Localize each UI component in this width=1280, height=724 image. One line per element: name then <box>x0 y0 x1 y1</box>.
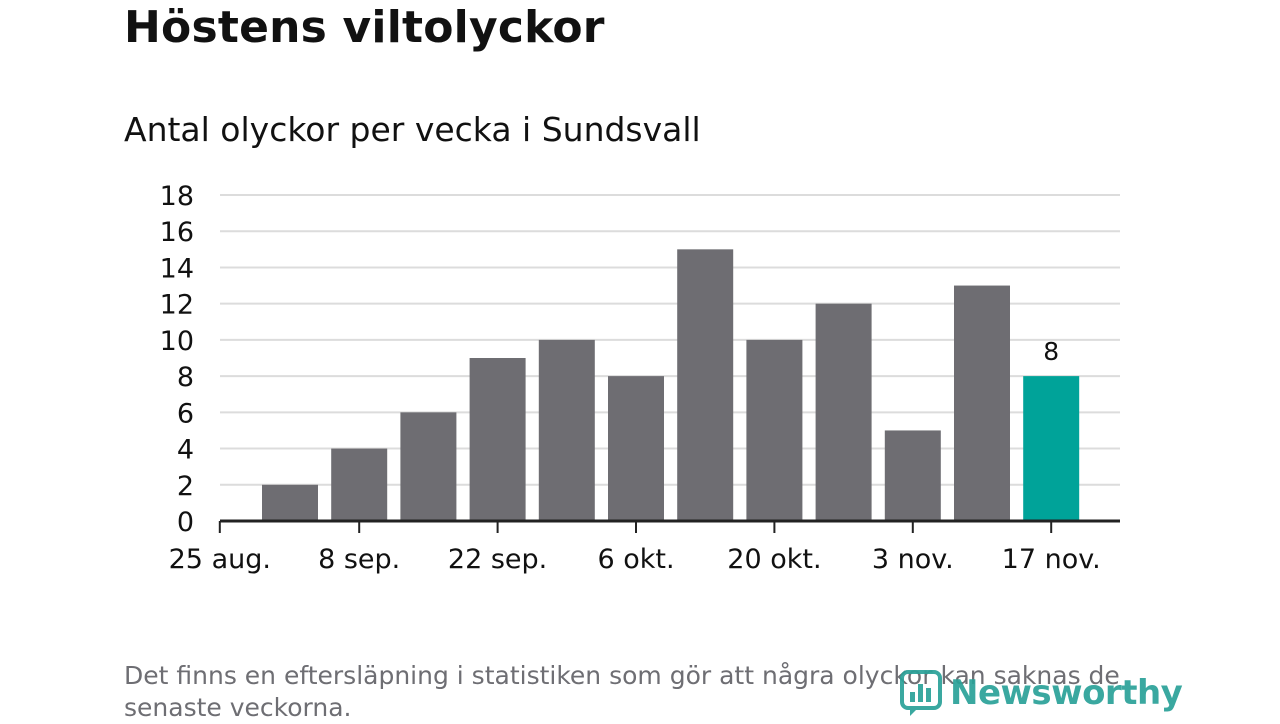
x-tick-label: 22 sep. <box>448 544 547 575</box>
chart-subtitle: Antal olyckor per vecka i Sundsvall <box>124 110 701 149</box>
bar <box>815 303 872 521</box>
bar-highlighted <box>1023 376 1080 521</box>
y-tick-label: 12 <box>160 290 194 321</box>
bar <box>884 430 941 521</box>
y-tick-label: 10 <box>160 326 194 357</box>
x-tick-label: 20 okt. <box>727 544 821 575</box>
bar <box>677 249 734 522</box>
footnote: Det finns en eftersläpning i statistiken… <box>124 661 1120 722</box>
bar <box>262 484 318 521</box>
x-tick-label: 3 nov. <box>872 544 954 575</box>
bar <box>538 339 595 521</box>
bar-chart: 0 2 4 6 8 10 12 14 16 18 25 aug. 8 sep. 22 sep. 6 ok… <box>160 181 1120 575</box>
bar <box>331 448 388 521</box>
bar <box>608 376 664 521</box>
x-tick-label: 25 aug. <box>169 544 271 575</box>
y-tick-label: 6 <box>177 398 194 429</box>
y-tick-label: 2 <box>177 471 194 502</box>
y-tick-label: 0 <box>177 507 194 538</box>
x-tick-label: 6 okt. <box>597 544 674 575</box>
y-tick-label: 16 <box>160 217 194 248</box>
y-tick-label: 4 <box>177 435 194 466</box>
data-labels: 8 <box>1043 337 1059 366</box>
y-axis-tick-labels: 0 2 4 6 8 10 12 14 16 18 <box>160 181 194 538</box>
chart-title: Höstens viltolyckor <box>124 2 605 53</box>
bar <box>469 358 526 521</box>
y-tick-label: 8 <box>177 362 194 393</box>
y-tick-label: 18 <box>160 181 194 212</box>
y-tick-label: 14 <box>160 253 194 284</box>
newsworthy-logo: Newsworthy <box>900 668 1183 718</box>
bar <box>954 285 1010 521</box>
x-tick-label: 17 nov. <box>1002 544 1101 575</box>
bars <box>262 249 1080 522</box>
x-axis-ticks: 25 aug. 8 sep. 22 sep. 6 okt. 20 okt. 3 nov. 1… <box>169 521 1101 575</box>
newsworthy-logo-text: Newsworthy <box>950 673 1183 713</box>
bar <box>400 412 457 521</box>
bar-value-label: 8 <box>1043 337 1059 366</box>
newsworthy-logo-icon <box>900 670 942 716</box>
x-tick-label: 8 sep. <box>318 544 400 575</box>
bar <box>746 339 803 521</box>
